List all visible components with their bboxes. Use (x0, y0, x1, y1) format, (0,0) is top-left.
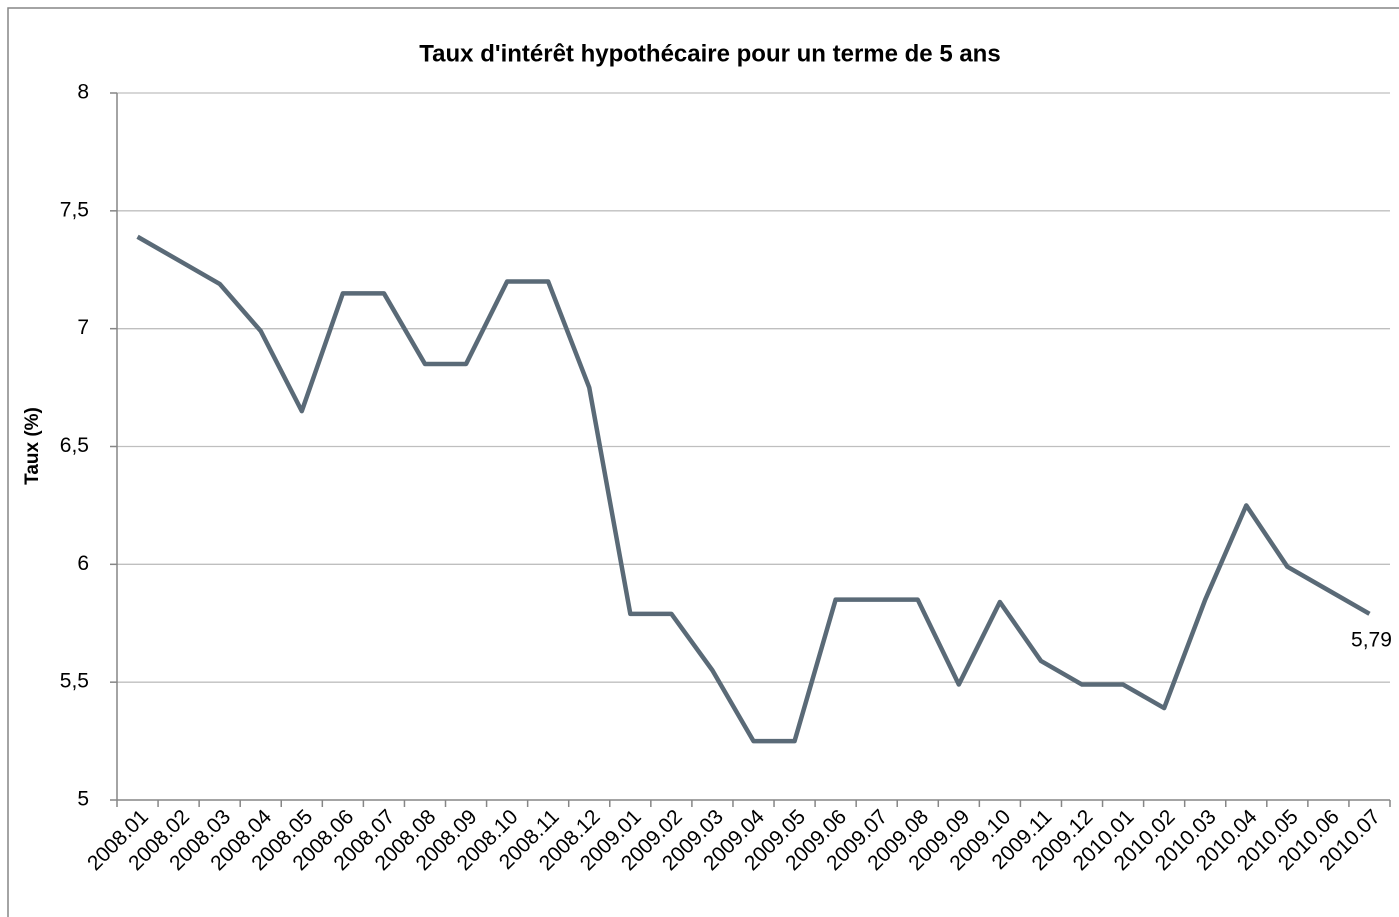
y-tick-label: 6,5 (60, 434, 89, 457)
y-axis-title: Taux (%) (22, 407, 43, 485)
chart-title: Taux d'intérêt hypothécaire pour un term… (419, 40, 1000, 67)
y-tick-label: 7 (77, 316, 89, 339)
chart-frame (7, 7, 1399, 917)
line-series (136, 234, 1371, 744)
y-tick-label: 5,5 (60, 670, 89, 693)
y-tick-label: 6 (77, 552, 89, 575)
y-tick-label: 8 (77, 81, 89, 104)
data-label: 5,79 (1351, 628, 1392, 651)
y-tick-label: 5 (77, 788, 89, 811)
y-tick-label: 7,5 (60, 198, 89, 221)
